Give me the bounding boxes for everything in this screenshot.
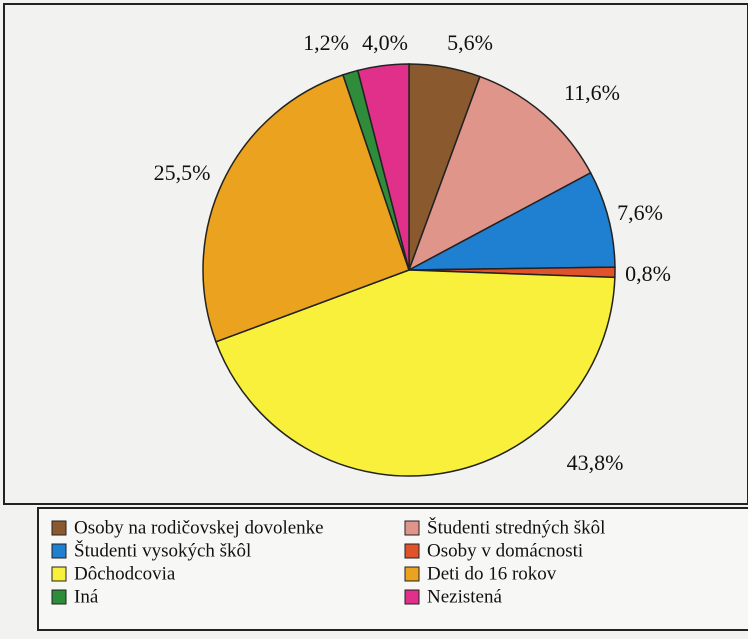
legend-swatch (51, 589, 67, 605)
pie-slice (356, 63, 410, 271)
legend-label: Nezistená (427, 586, 502, 607)
legend-label: Dôchodcovia (74, 563, 176, 584)
pie-slice (407, 75, 592, 272)
legend-swatch (404, 520, 420, 536)
legend-label: Deti do 16 rokov (427, 563, 557, 584)
legend-swatch (404, 589, 420, 605)
data-label: 11,6% (564, 80, 620, 105)
plot-frame (3, 3, 748, 505)
pie-slice (214, 269, 616, 477)
legend-swatch (404, 566, 420, 582)
data-label: 25,5% (154, 160, 211, 185)
data-label: 43,8% (567, 450, 624, 475)
data-label: 5,6% (447, 30, 493, 55)
pie-slice (408, 171, 616, 271)
data-label: 7,6% (617, 200, 663, 225)
data-label: 4,0% (362, 30, 408, 55)
legend-swatch (404, 543, 420, 559)
legend-label: Osoby v domácnosti (427, 540, 583, 561)
data-label: 1,2% (303, 30, 349, 55)
legend-label: Iná (74, 586, 99, 607)
legend-label: Študenti vysokých škôl (74, 539, 251, 561)
pie-slice (202, 73, 410, 343)
legend-label: Študenti stredných škôl (427, 516, 605, 538)
legend-swatch (51, 520, 67, 536)
data-label: 0,8% (625, 261, 671, 286)
legend-label: Osoby na rodičovskej dovolenke (74, 517, 324, 538)
legend-swatch (51, 566, 67, 582)
legend-box (37, 507, 748, 631)
legend-swatch (51, 543, 67, 559)
